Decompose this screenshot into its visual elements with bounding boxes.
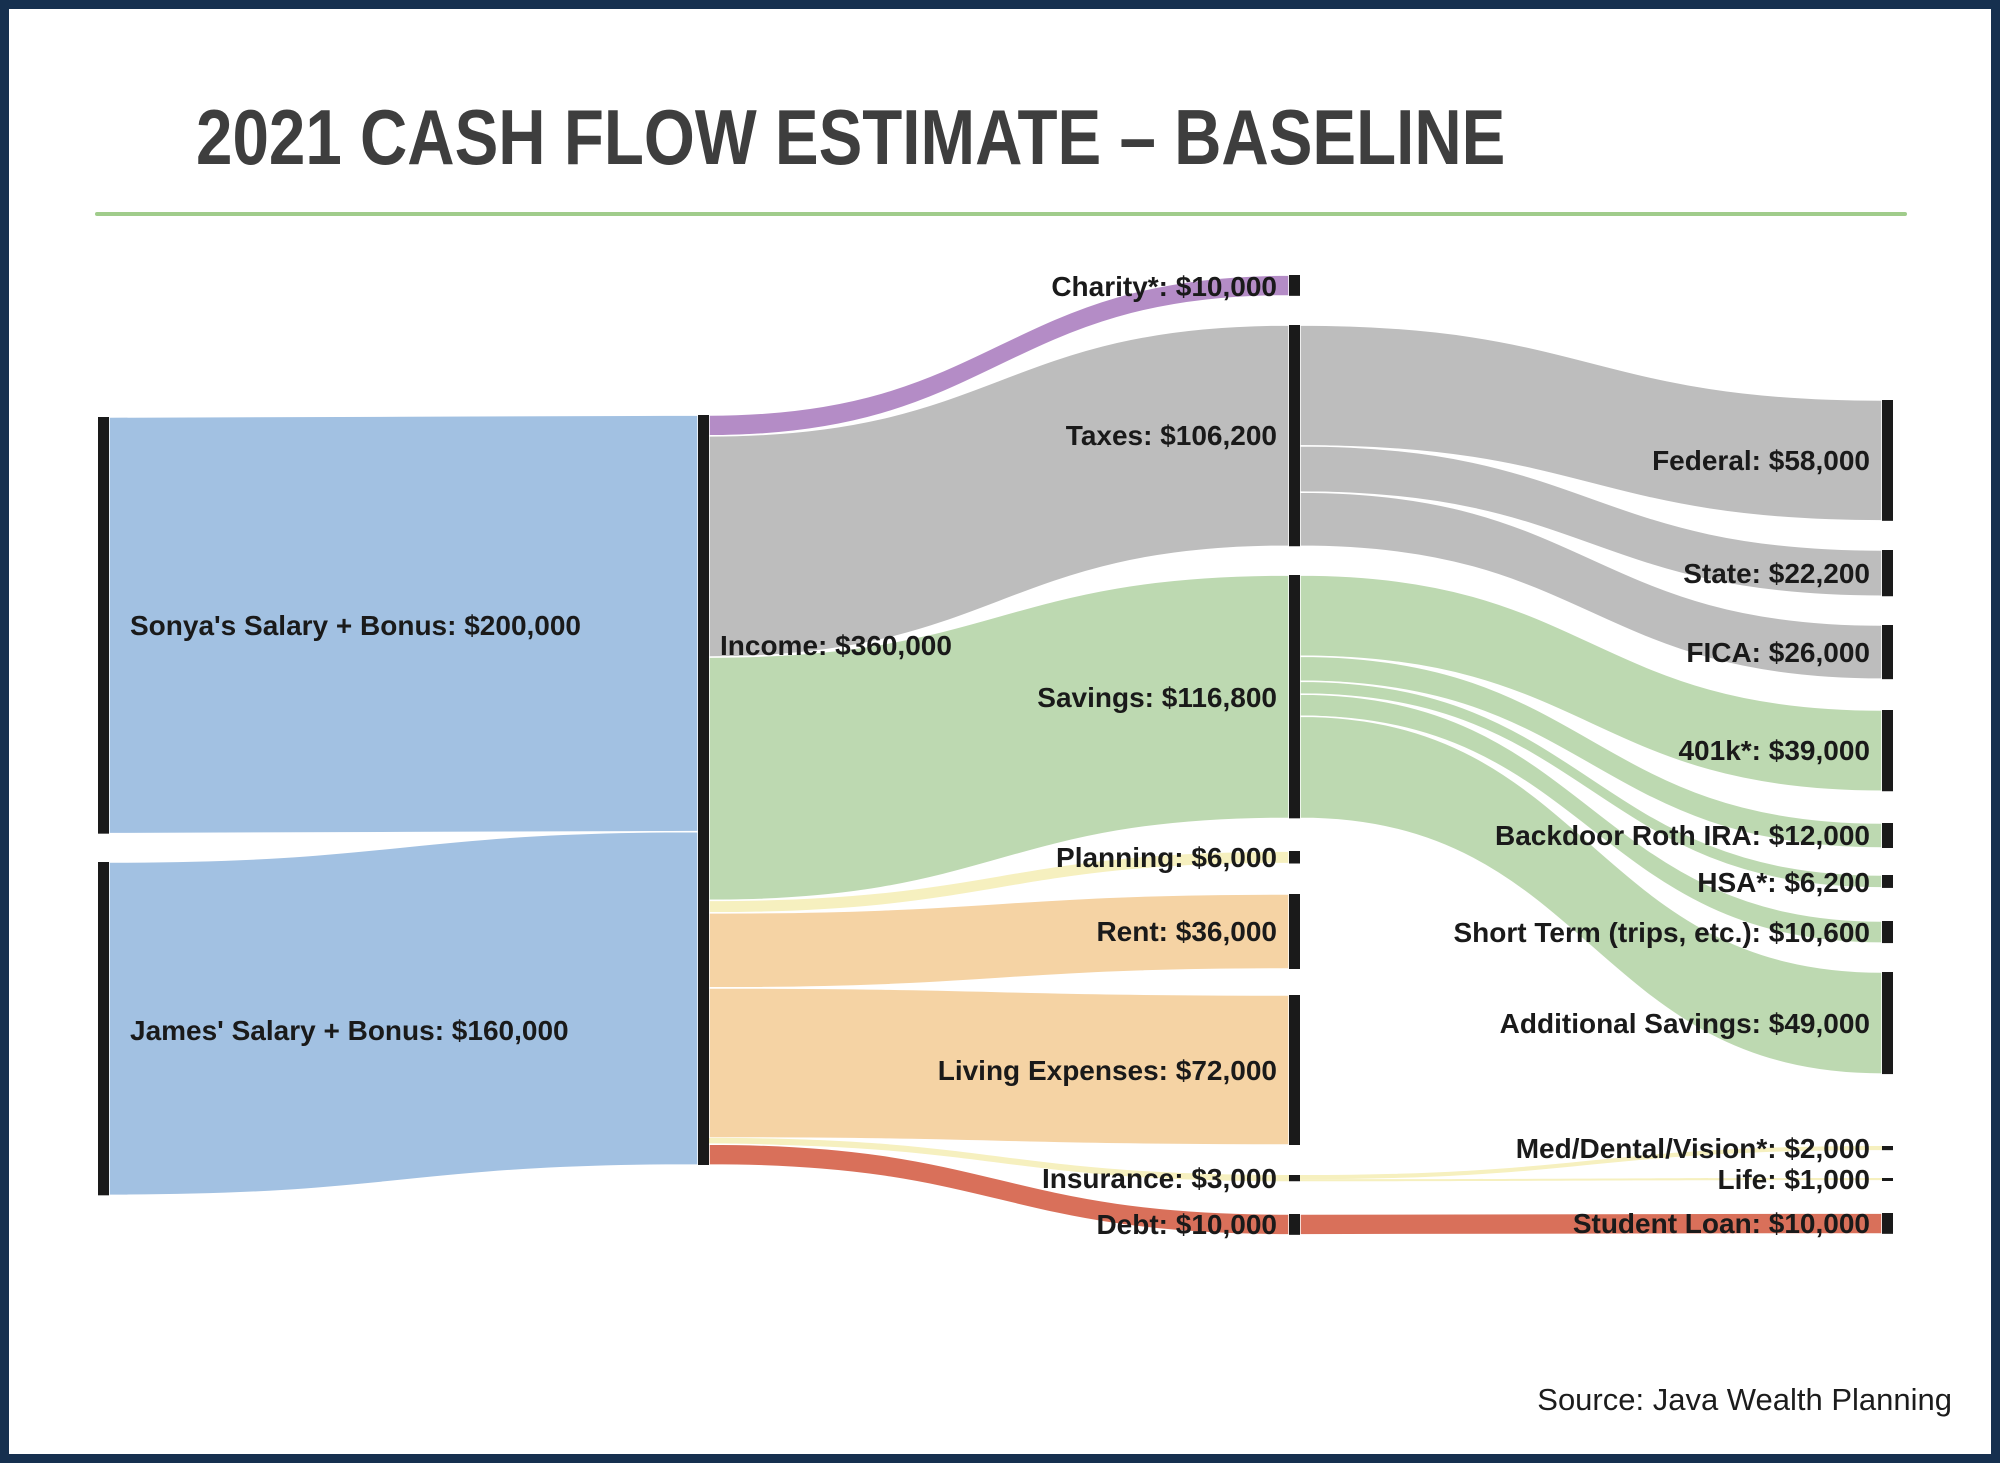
node-rent-bar	[1289, 894, 1300, 969]
node-james-bar	[98, 862, 109, 1196]
label-planning: Planning: $6,000	[1056, 842, 1277, 873]
label-federal: Federal: $58,000	[1652, 445, 1870, 476]
label-james: James' Salary + Bonus: $160,000	[130, 1015, 569, 1046]
label-401k: 401k*: $39,000	[1678, 735, 1870, 766]
title-underline	[95, 212, 1907, 216]
node-meddental-bar	[1882, 1146, 1893, 1151]
node-sonya-bar	[98, 417, 109, 834]
flow-insurance-meddental	[1300, 1146, 1882, 1180]
label-savings: Savings: $116,800	[1037, 682, 1277, 713]
label-meddental: Med/Dental/Vision*: $2,000	[1516, 1133, 1870, 1164]
label-charity: Charity*: $10,000	[1051, 271, 1277, 302]
label-hsa: HSA*: $6,200	[1697, 867, 1870, 898]
flow-income-insurance	[709, 1137, 1289, 1182]
node-state-bar	[1882, 550, 1893, 597]
node-federal-bar	[1882, 400, 1893, 521]
node-planning-bar	[1289, 851, 1300, 864]
label-addsavings: Additional Savings: $49,000	[1500, 1008, 1870, 1039]
flow-income-planning	[708, 850, 1290, 914]
label-sonya: Sonya's Salary + Bonus: $200,000	[130, 610, 581, 641]
node-savings-bar	[1289, 575, 1300, 819]
label-roth: Backdoor Roth IRA: $12,000	[1495, 820, 1870, 851]
flow-income-living	[708, 987, 1290, 1146]
node-living-bar	[1289, 995, 1300, 1145]
node-charity-bar	[1289, 275, 1300, 296]
flow-taxes-fica	[1299, 491, 1883, 680]
node-roth-bar	[1882, 823, 1893, 848]
label-taxes: Taxes: $106,200	[1066, 420, 1277, 451]
node-fica-bar	[1882, 625, 1893, 680]
label-shortterm: Short Term (trips, etc.): $10,600	[1454, 917, 1871, 948]
node-life-bar	[1882, 1178, 1893, 1181]
node-debt-bar	[1289, 1214, 1300, 1235]
node-income-bar	[698, 415, 709, 1165]
source-note: Source: Java Wealth Planning	[1537, 1382, 1952, 1417]
flow-savings-roth	[1299, 655, 1883, 849]
label-rent: Rent: $36,000	[1096, 916, 1277, 947]
node-taxes-bar	[1289, 325, 1300, 547]
page-title: 2021 CASH FLOW ESTIMATE – BASELINE	[196, 93, 1506, 181]
node-hsa-bar	[1882, 875, 1893, 888]
node-insurance-bar	[1289, 1175, 1300, 1182]
label-state: State: $22,200	[1683, 558, 1870, 589]
flow-income-rent	[708, 893, 1290, 989]
label-debt: Debt: $10,000	[1096, 1209, 1277, 1240]
flow-insurance-life	[1300, 1178, 1882, 1182]
label-fica: FICA: $26,000	[1686, 637, 1870, 668]
node-401k-bar	[1882, 710, 1893, 792]
flow-savings-401k	[1299, 574, 1883, 792]
flow-james-income	[108, 830, 699, 1197]
label-insurance: Insurance: $3,000	[1042, 1163, 1277, 1194]
label-studentloan: Student Loan: $10,000	[1573, 1208, 1870, 1239]
node-studentloan-bar	[1882, 1213, 1893, 1234]
label-income: Income: $360,000	[720, 630, 952, 661]
label-living: Living Expenses: $72,000	[938, 1055, 1277, 1086]
node-shortterm-bar	[1882, 921, 1893, 944]
label-life: Life: $1,000	[1717, 1164, 1870, 1195]
node-addsavings-bar	[1882, 972, 1893, 1075]
